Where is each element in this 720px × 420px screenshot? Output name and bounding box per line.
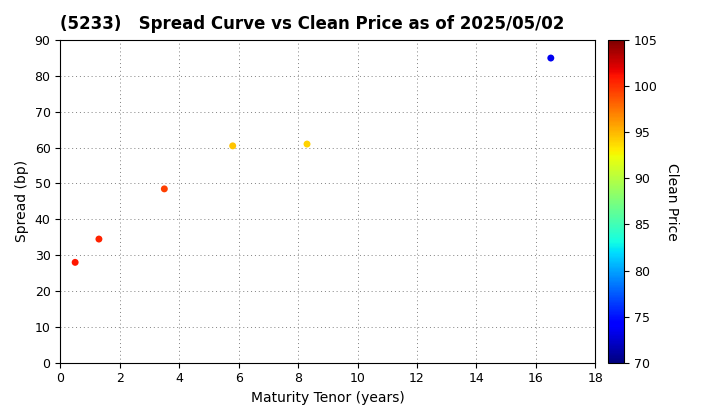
Text: (5233)   Spread Curve vs Clean Price as of 2025/05/02: (5233) Spread Curve vs Clean Price as of… [60, 15, 564, 33]
Y-axis label: Spread (bp): Spread (bp) [15, 160, 29, 242]
Point [158, 186, 170, 192]
Point [93, 236, 104, 242]
Point [227, 142, 238, 149]
Point [545, 55, 557, 61]
Point [301, 141, 312, 147]
Point [69, 259, 81, 266]
X-axis label: Maturity Tenor (years): Maturity Tenor (years) [251, 391, 405, 405]
Y-axis label: Clean Price: Clean Price [665, 163, 679, 240]
